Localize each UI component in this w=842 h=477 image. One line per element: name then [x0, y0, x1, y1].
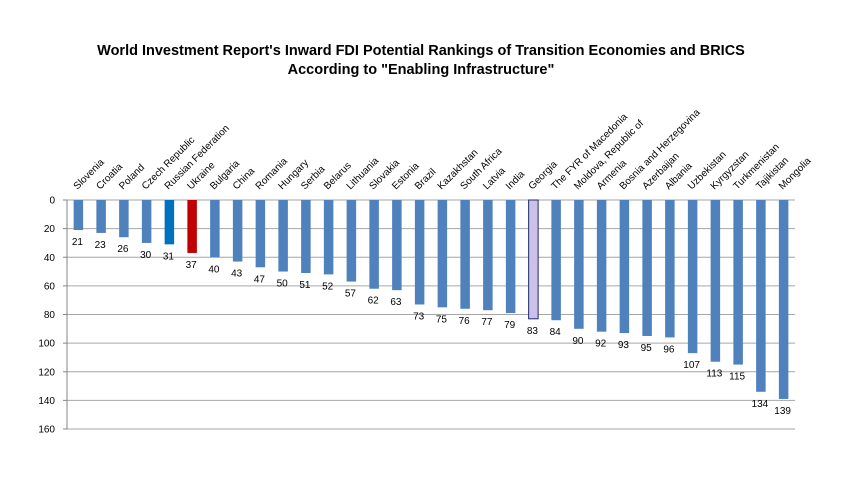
bar [756, 200, 766, 392]
bar [528, 199, 539, 320]
data-label: 21 [72, 237, 84, 248]
bar [733, 200, 743, 365]
data-label: 134 [752, 399, 769, 410]
bar [346, 200, 357, 282]
data-label: 90 [572, 336, 584, 347]
data-label: 75 [436, 314, 448, 325]
bar [369, 200, 379, 289]
bar [483, 200, 493, 311]
data-label: 93 [618, 340, 630, 351]
y-tick-label: 160 [38, 425, 55, 436]
data-label: 47 [254, 274, 266, 285]
bar [301, 200, 311, 273]
bar [187, 200, 197, 253]
data-label: 63 [390, 297, 402, 308]
data-label: 107 [683, 360, 700, 371]
data-label: 73 [413, 311, 425, 322]
data-label: 40 [208, 264, 220, 275]
x-category-label: India [504, 169, 527, 192]
bar [96, 200, 106, 233]
bar [119, 200, 129, 238]
y-tick-label: 0 [49, 196, 55, 207]
bar [232, 200, 243, 262]
bar [255, 200, 266, 268]
data-label: 43 [231, 269, 243, 280]
bar [642, 200, 652, 336]
y-tick-label: 20 [44, 224, 56, 235]
data-label: 26 [117, 244, 129, 255]
bar [73, 200, 84, 231]
bar [460, 200, 470, 309]
bars [73, 199, 789, 399]
data-label: 79 [504, 320, 516, 331]
y-axis: 0 20 40 60 80 100 120 140 160 [38, 196, 68, 436]
data-label: 31 [163, 251, 175, 262]
data-label: 113 [706, 369, 722, 380]
data-label: 30 [140, 250, 152, 261]
bar [323, 200, 334, 275]
data-label: 84 [550, 327, 562, 338]
data-label: 77 [481, 317, 493, 328]
bar [392, 200, 402, 291]
data-label: 76 [459, 316, 471, 327]
bar [210, 200, 220, 258]
gridlines [67, 199, 795, 430]
y-tick-label: 40 [44, 253, 56, 264]
bar [414, 200, 425, 305]
data-label: 115 [729, 372, 745, 383]
bar [141, 200, 152, 243]
bar [164, 200, 175, 245]
bar [278, 200, 288, 272]
data-label: 83 [527, 326, 539, 337]
bar [619, 200, 630, 334]
y-tick-label: 80 [44, 310, 56, 321]
bar [437, 200, 448, 308]
y-tick-label: 100 [38, 339, 55, 350]
bar [665, 200, 675, 338]
data-label: 23 [95, 240, 107, 251]
data-label: 139 [774, 406, 791, 417]
bar [505, 200, 516, 314]
y-tick-label: 120 [38, 367, 55, 378]
data-label: 62 [368, 296, 380, 307]
data-label: 57 [345, 289, 357, 300]
y-tick-label: 60 [44, 281, 56, 292]
bar [778, 200, 789, 399]
bar [596, 200, 607, 332]
data-label: 52 [322, 281, 334, 292]
bar [574, 200, 584, 329]
y-tick-label: 140 [38, 396, 55, 407]
data-label: 92 [595, 339, 607, 350]
data-labels: 21 23 26 30 31 37 40 43 47 50 51 52 57 62 63 73 75 76 77 79… [72, 237, 792, 417]
bar [551, 200, 561, 321]
data-label: 96 [663, 344, 675, 355]
chart-title: World Investment Report's Inward FDI Pot… [0, 42, 842, 80]
bar [687, 200, 698, 354]
chart-title-line-2: According to "Enabling Infrastructure" [287, 62, 555, 78]
data-label: 50 [277, 279, 289, 290]
data-label: 95 [641, 343, 653, 354]
bar [710, 200, 721, 362]
chart-title-line-1: World Investment Report's Inward FDI Pot… [97, 43, 745, 59]
data-label: 51 [299, 280, 311, 291]
data-label: 37 [186, 260, 198, 271]
